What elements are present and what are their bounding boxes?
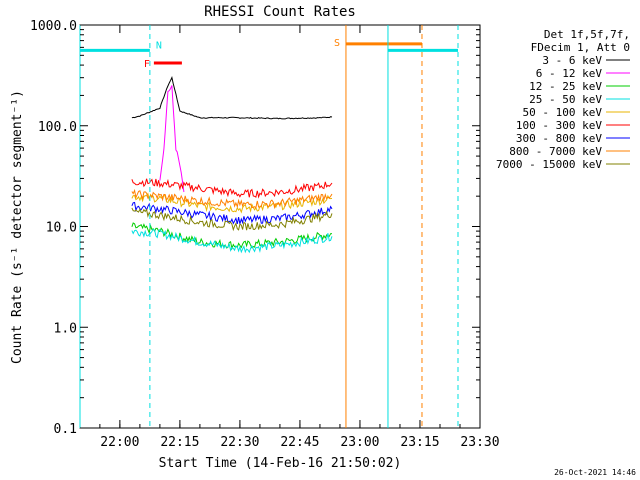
x-tick-label: 22:30	[220, 435, 259, 450]
y-tick-label: 1.0	[54, 321, 77, 336]
legend-entry-label: 800 - 7000 keV	[509, 145, 602, 158]
x-tick-label: 22:00	[100, 435, 139, 450]
y-tick-label: 0.1	[54, 422, 77, 437]
legend-entry-label: 6 - 12 keV	[536, 67, 603, 80]
legend-header: Det 1f,5f,7f,	[544, 28, 630, 41]
x-axis: 22:00 22:15 22:30 22:45 23:00 23:15 23:30	[99, 25, 500, 450]
timestamp: 26-Oct-2021 14:46	[554, 468, 636, 477]
series-line	[131, 188, 333, 210]
plot-area: NF S	[79, 24, 481, 429]
series-line	[131, 178, 333, 199]
legend-entry-label: 7000 - 15000 keV	[496, 158, 602, 171]
legend-entry-label: 300 - 800 keV	[516, 132, 602, 145]
interval-label: N	[156, 40, 162, 51]
y-tick-label: 1000.0	[30, 19, 77, 34]
interval-label: F	[144, 59, 150, 70]
series-line	[159, 85, 185, 193]
x-tick-label: 23:00	[340, 435, 379, 450]
interval-label: S	[334, 38, 340, 49]
x-axis-label: Start Time (14-Feb-16 21:50:02)	[159, 456, 402, 471]
series-line	[131, 222, 333, 251]
x-tick-label: 23:30	[460, 435, 499, 450]
plot-frame	[79, 24, 481, 429]
y-tick-label: 10.0	[46, 221, 77, 236]
y-axis-label: Count Rate (s⁻¹ detector segment⁻¹)	[10, 90, 25, 364]
legend-entry-label: 25 - 50 keV	[529, 93, 602, 106]
series-line	[131, 75, 333, 120]
legend-entry-label: 3 - 6 keV	[542, 54, 602, 67]
series-line	[131, 207, 333, 232]
x-tick-label: 23:15	[400, 435, 439, 450]
y-tick-label: 100.0	[38, 120, 77, 135]
legend-header: FDecim 1, Att 0	[531, 41, 630, 54]
y-axis: 0.1 1.0 10.0 100.0 1000.0	[30, 19, 480, 437]
x-tick-label: 22:45	[280, 435, 319, 450]
x-tick-label: 22:15	[160, 435, 199, 450]
series-line	[131, 228, 333, 254]
legend-entry-label: 12 - 25 keV	[529, 80, 602, 93]
series-line	[131, 201, 333, 225]
legend-entry-label: 50 - 100 keV	[523, 106, 603, 119]
chart-title: RHESSI Count Rates	[204, 4, 356, 20]
legend-entry-label: 100 - 300 keV	[516, 119, 602, 132]
